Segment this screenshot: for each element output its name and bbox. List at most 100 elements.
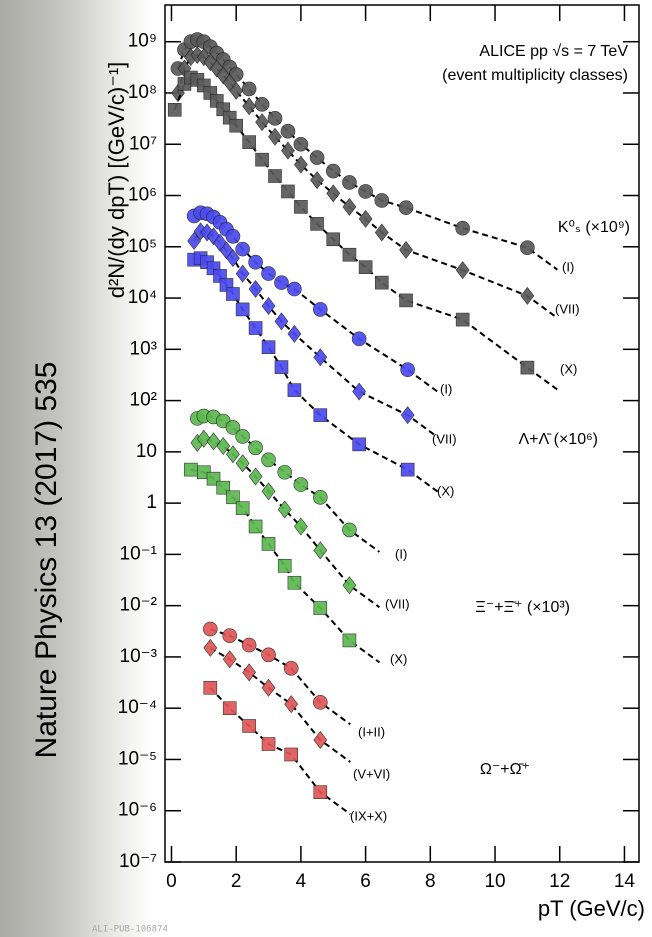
y-tick-label: 10⁻¹ — [120, 543, 158, 564]
data-point — [358, 260, 373, 274]
x-tick-label: 14 — [614, 871, 636, 892]
data-point — [226, 445, 240, 464]
y-tick-label: 10⁻² — [120, 595, 158, 616]
data-point — [400, 362, 415, 378]
data-point — [261, 340, 276, 354]
y-tick-label: 10⁴ — [128, 287, 157, 308]
data-point — [326, 232, 341, 247]
data-point — [267, 111, 283, 126]
fit-line — [193, 257, 439, 493]
data-point — [358, 184, 373, 199]
plot-subtitle: (event multiplicity classes) — [442, 67, 628, 84]
data-point — [261, 737, 276, 751]
data-point — [293, 136, 309, 152]
data-point — [203, 680, 218, 695]
data-point — [310, 171, 324, 190]
data-point — [342, 175, 357, 190]
figure-id: ALI-PUB-106874 — [92, 925, 168, 935]
data-point — [287, 281, 302, 297]
data-point — [222, 650, 237, 669]
data-point — [313, 785, 328, 799]
y-tick-label: 10⁻⁵ — [118, 748, 157, 769]
data-point — [342, 633, 357, 648]
data-point — [229, 118, 243, 133]
data-point — [225, 229, 241, 244]
x-tick-label: 12 — [549, 871, 570, 892]
y-tick-label: 10 — [136, 441, 157, 462]
data-point — [281, 184, 295, 199]
data-point — [342, 576, 357, 595]
x-tick-label: 2 — [231, 871, 242, 892]
y-tick-label: 10⁻⁴ — [118, 697, 157, 718]
data-point — [261, 452, 276, 468]
data-point — [254, 97, 270, 112]
data-point — [520, 240, 535, 255]
class-label: (X) — [437, 483, 454, 498]
data-point — [455, 261, 470, 280]
data-point — [261, 266, 276, 281]
data-layer: 0 2 4 6 8 10 12 14 10⁻⁷ 10⁻⁶ 10⁻⁵ 10⁻⁴ 10⁻³ 10⁻² 10⁻¹ 1… — [118, 5, 639, 892]
x-tick-label: 10 — [484, 871, 505, 892]
data-point — [287, 383, 302, 397]
data-point — [358, 209, 373, 228]
y-tick-label: 1 — [146, 492, 157, 513]
class-label: (VII) — [555, 301, 580, 316]
data-point — [342, 247, 357, 262]
data-point — [202, 621, 218, 637]
x-tick-label: 0 — [166, 871, 177, 892]
data-point — [294, 155, 308, 174]
data-point — [294, 517, 308, 536]
data-point — [261, 537, 276, 551]
data-point — [235, 264, 250, 283]
data-point — [261, 647, 276, 663]
class-label: (I) — [395, 546, 407, 561]
data-point — [184, 462, 198, 477]
y-tick-label: 10⁹ — [128, 31, 157, 52]
data-point — [313, 408, 328, 422]
x-axis-label: pT (GeV/c) — [538, 896, 645, 921]
data-point — [274, 360, 289, 374]
data-point — [326, 184, 341, 203]
data-point — [235, 241, 250, 257]
plot-title: ALICE pp √s = 7 TeV — [479, 43, 628, 60]
data-point — [313, 302, 328, 317]
data-point — [293, 477, 309, 492]
data-point — [229, 81, 244, 100]
y-tick-label: 10⁻⁶ — [118, 800, 157, 821]
class-label: (IX+X) — [350, 808, 387, 823]
data-point — [248, 280, 263, 299]
data-point — [226, 249, 240, 268]
class-label: (V+VI) — [353, 766, 390, 781]
data-point — [268, 127, 282, 146]
data-point — [313, 601, 328, 615]
y-tick-label: 10⁵ — [128, 236, 157, 257]
data-point — [261, 296, 276, 315]
data-point — [374, 275, 389, 290]
data-point — [283, 661, 299, 676]
data-point — [310, 217, 324, 231]
data-point — [274, 275, 289, 290]
data-point — [374, 193, 390, 208]
data-point — [313, 489, 328, 505]
data-point — [455, 312, 470, 327]
data-point — [313, 541, 328, 560]
fit-line — [193, 211, 439, 393]
data-point — [225, 420, 241, 435]
data-point — [351, 331, 367, 347]
species-label: K⁰ₛ (×10⁹) — [558, 219, 630, 236]
class-label: (X) — [390, 651, 407, 666]
y-axis-label: d²N/(dy dpT) [(GeV/c)⁻¹] — [104, 62, 129, 299]
data-point — [248, 519, 263, 534]
data-point — [277, 500, 292, 519]
x-tick-label: 8 — [425, 871, 436, 892]
species-label: Λ+Λ̄ (×10⁶) — [518, 431, 598, 448]
y-tick-label: 10⁻⁷ — [119, 851, 157, 872]
data-point — [399, 293, 413, 308]
side-citation: Nature Physics 13 (2017) 535 — [30, 362, 63, 759]
data-point — [281, 141, 295, 160]
data-point — [226, 287, 240, 301]
data-point — [235, 429, 250, 444]
data-point — [255, 113, 269, 132]
data-point — [241, 81, 257, 97]
data-point — [352, 437, 366, 452]
